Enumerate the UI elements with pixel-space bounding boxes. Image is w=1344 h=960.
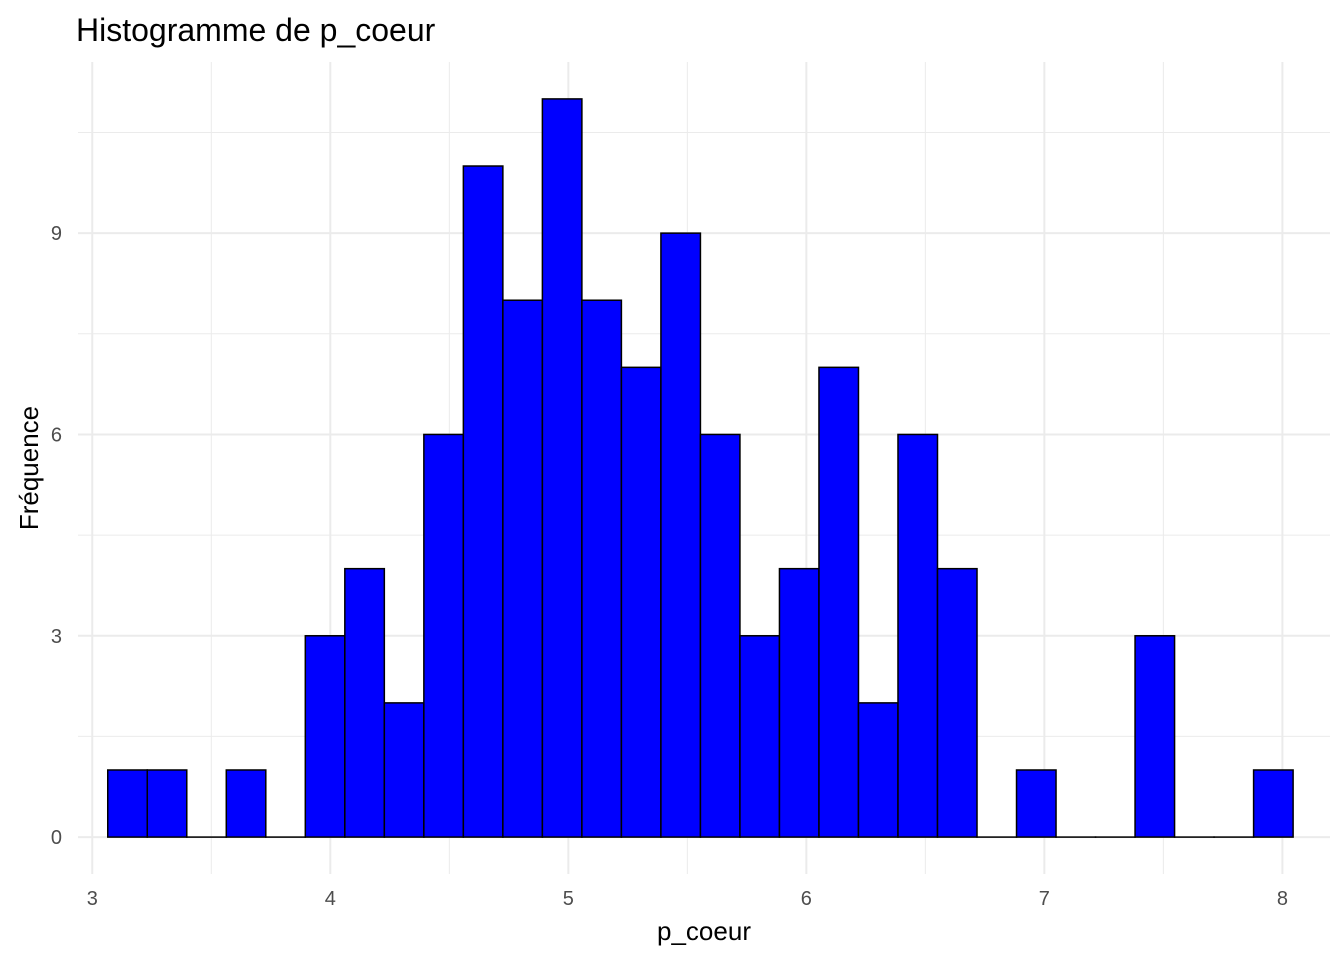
histogram-bar xyxy=(897,433,939,838)
histogram-bar xyxy=(818,366,860,838)
y-tick-label: 9 xyxy=(51,223,62,245)
histogram-bar xyxy=(541,98,583,838)
x-tick-label: 6 xyxy=(801,888,812,910)
histogram-bar xyxy=(304,635,346,838)
histogram-bar xyxy=(739,635,781,838)
x-tick-label: 4 xyxy=(325,888,336,910)
x-tick-label: 5 xyxy=(563,888,574,910)
y-tick-label: 0 xyxy=(51,827,62,849)
chart-title: Histogramme de p_coeur xyxy=(76,12,436,48)
histogram-bar xyxy=(1252,769,1294,838)
histogram-bar xyxy=(502,299,544,838)
histogram-bar xyxy=(107,769,149,838)
histogram-bar xyxy=(778,567,820,838)
histogram-bar xyxy=(225,769,267,838)
x-tick-label: 7 xyxy=(1039,888,1050,910)
histogram-bar xyxy=(423,433,465,838)
histogram-bar xyxy=(857,702,899,838)
bars xyxy=(107,98,1294,838)
histogram-bar xyxy=(660,232,702,838)
histogram-bar xyxy=(146,769,188,838)
histogram-bar xyxy=(1015,769,1057,838)
histogram-bar xyxy=(344,567,386,838)
histogram-bar xyxy=(1134,635,1176,838)
y-axis-title: Fréquence xyxy=(14,406,44,530)
histogram-bar xyxy=(936,567,978,838)
y-axis-ticks: 0 3 6 9 xyxy=(51,223,62,849)
x-axis-ticks: 3 4 5 6 7 8 xyxy=(87,888,1288,910)
histogram-bar xyxy=(581,299,623,838)
y-tick-label: 3 xyxy=(51,626,62,648)
histogram-bar xyxy=(620,366,662,838)
histogram-bar xyxy=(383,702,425,838)
x-tick-label: 8 xyxy=(1277,888,1288,910)
x-axis-title: p_coeur xyxy=(657,916,751,946)
histogram-bar xyxy=(699,433,741,838)
x-tick-label: 3 xyxy=(87,888,98,910)
histogram-bar xyxy=(462,165,504,838)
y-tick-label: 6 xyxy=(51,424,62,446)
